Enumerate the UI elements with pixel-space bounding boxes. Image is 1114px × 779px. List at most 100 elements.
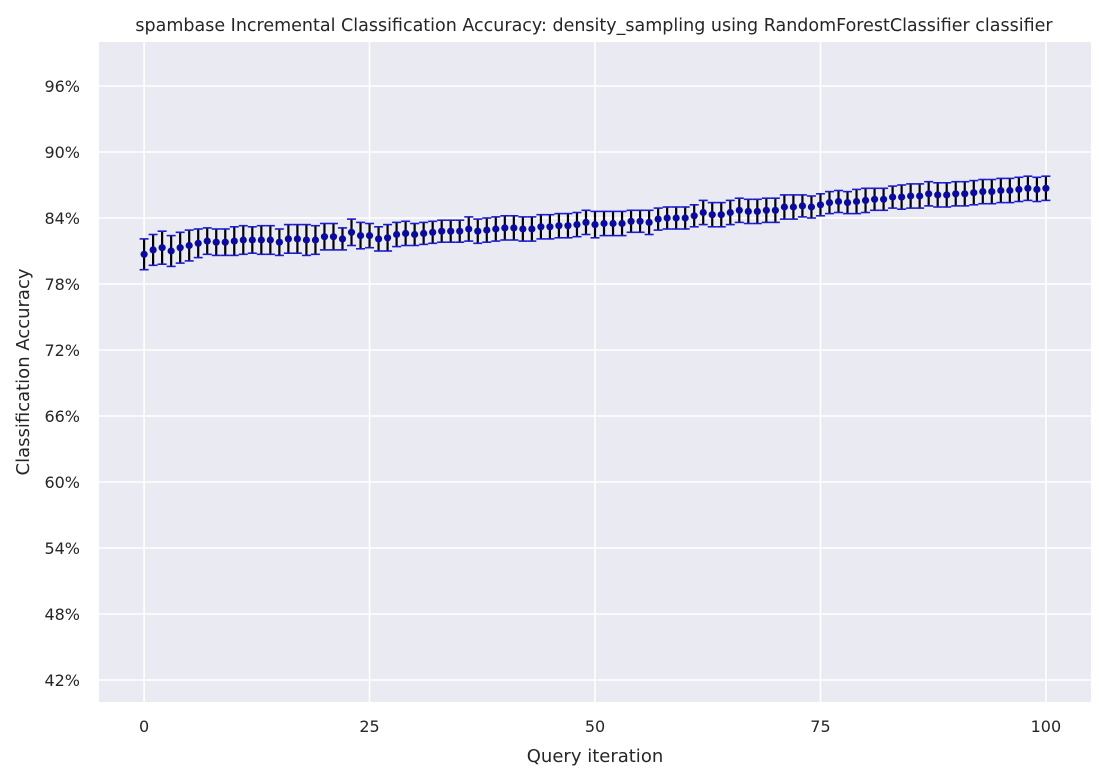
y-tick-label: 78% [44, 275, 80, 294]
data-point [519, 225, 527, 233]
data-point [555, 222, 563, 230]
data-point [600, 219, 608, 228]
data-point [961, 190, 969, 198]
data-point [573, 221, 581, 229]
y-tick-label: 60% [44, 473, 80, 492]
data-point [636, 217, 644, 225]
y-axis-label: Classification Accuracy [13, 268, 34, 475]
data-point [537, 223, 545, 231]
data-point [654, 215, 662, 223]
data-point [176, 244, 184, 252]
x-tick-label: 25 [359, 717, 379, 736]
data-point [970, 189, 978, 197]
data-point [356, 232, 365, 240]
data-point [149, 246, 157, 254]
data-point [753, 207, 761, 215]
data-point [645, 218, 653, 226]
data-point [834, 197, 843, 206]
x-tick-label: 0 [139, 717, 149, 736]
data-point [591, 221, 599, 229]
data-point [483, 226, 491, 234]
data-point [807, 203, 816, 211]
data-point [194, 239, 202, 247]
data-point [302, 236, 311, 244]
data-point [383, 234, 392, 242]
data-point [564, 222, 572, 230]
data-point [870, 195, 879, 203]
data-point [979, 188, 987, 196]
data-point [347, 228, 356, 236]
data-point [158, 244, 166, 252]
data-point [925, 190, 933, 198]
data-point [771, 206, 779, 214]
x-tick-label: 50 [585, 717, 605, 736]
data-point [1006, 186, 1014, 195]
data-point [798, 202, 807, 210]
grid [99, 42, 1091, 702]
data-point [988, 188, 996, 196]
data-point [402, 229, 410, 237]
data-point [916, 192, 924, 200]
data-point [492, 225, 500, 233]
data-point [708, 211, 716, 219]
data-point [546, 223, 554, 231]
data-point [411, 230, 419, 239]
y-tick-label: 42% [44, 671, 80, 690]
data-point [1042, 184, 1050, 192]
data-point [879, 195, 888, 203]
chart-title: spambase Incremental Classification Accu… [135, 16, 1053, 36]
data-point [338, 235, 347, 243]
data-point [907, 192, 915, 200]
x-tick-labels: 0 25 50 75 100 [139, 717, 1061, 736]
data-point [898, 193, 906, 201]
series [139, 175, 1051, 271]
data-point [934, 191, 942, 199]
data-point [852, 197, 861, 206]
data-point [447, 227, 455, 235]
data-point [997, 186, 1005, 195]
data-point [609, 219, 617, 228]
data-point [221, 238, 229, 246]
data-point [510, 224, 518, 232]
data-point [618, 219, 626, 228]
data-point [582, 218, 590, 226]
data-point [185, 241, 193, 250]
x-tick-label: 75 [810, 717, 830, 736]
data-point [861, 196, 870, 204]
data-point [257, 236, 265, 244]
data-point [374, 235, 383, 243]
data-point [789, 203, 798, 211]
data-point [293, 235, 301, 243]
data-point [1024, 184, 1032, 192]
x-tick-label: 100 [1031, 717, 1062, 736]
data-point [266, 236, 274, 244]
data-point [311, 236, 320, 244]
data-point [248, 236, 256, 244]
data-point [365, 232, 374, 240]
data-point [393, 230, 401, 239]
y-tick-label: 72% [44, 341, 80, 360]
data-point [239, 236, 247, 244]
data-point [420, 229, 428, 237]
data-point [203, 237, 211, 245]
data-point [690, 212, 698, 220]
data-point [943, 191, 951, 199]
data-point [744, 207, 752, 215]
data-point [1015, 185, 1023, 193]
data-point [438, 227, 446, 235]
y-tick-label: 90% [44, 143, 80, 162]
y-tick-label: 54% [44, 539, 80, 558]
data-point [627, 217, 635, 225]
data-point [465, 225, 473, 233]
data-point [816, 201, 825, 209]
data-point [825, 199, 834, 207]
data-point [843, 199, 852, 207]
data-point [320, 233, 329, 241]
data-point [672, 214, 680, 222]
y-tick-label: 48% [44, 605, 80, 624]
data-point [230, 237, 238, 245]
data-point [663, 214, 671, 222]
data-point [528, 225, 536, 233]
data-point [284, 235, 292, 243]
